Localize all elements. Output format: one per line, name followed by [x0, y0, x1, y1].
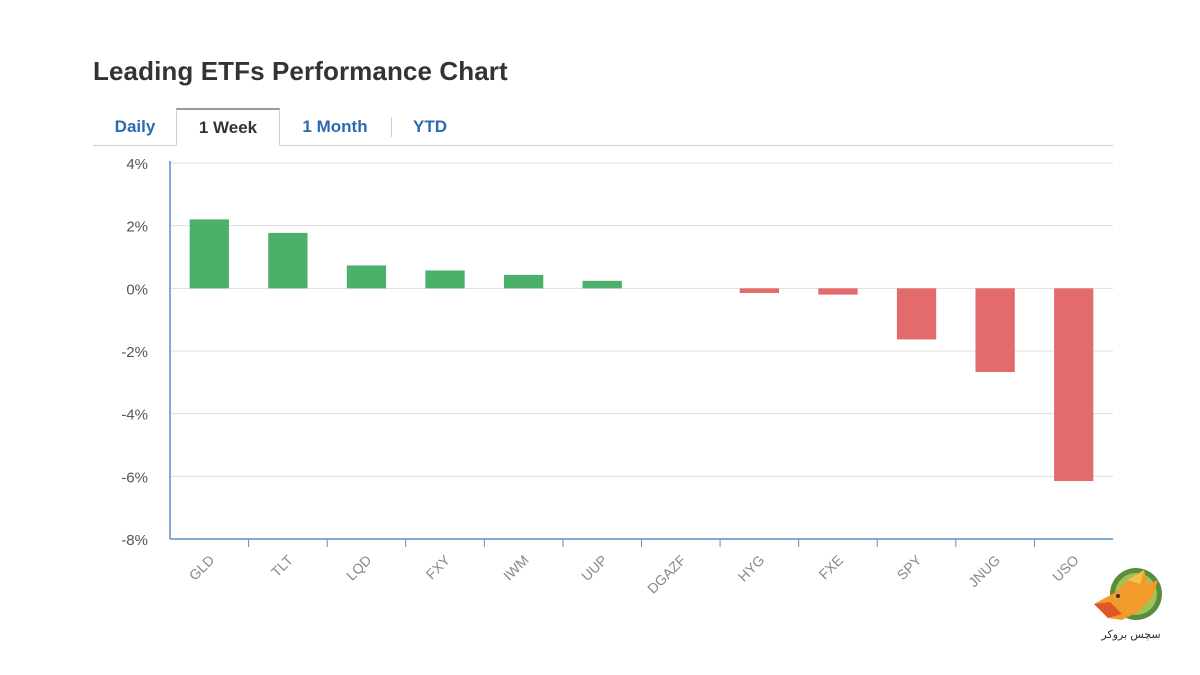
tab-1-month[interactable]: 1 Month: [302, 117, 368, 136]
bar-uup: [582, 280, 622, 289]
bar-hyg: [739, 288, 780, 294]
tab-separator: [391, 117, 392, 137]
bar-tlt: [268, 232, 308, 289]
period-tabs: Daily 1 Week 1 Month YTD: [93, 108, 1113, 146]
fox-logo-icon: [1094, 568, 1162, 620]
chart-title: Leading ETFs Performance Chart: [93, 56, 508, 86]
x-tick-label: FXE: [816, 552, 847, 583]
bar-fxy: [425, 270, 465, 289]
y-tick-label: -6%: [121, 469, 148, 486]
y-tick-label: 0%: [126, 281, 148, 298]
bar-uso: [1054, 288, 1094, 482]
bar-fxe: [818, 288, 858, 295]
watermark-text: سچس بروکر: [1101, 629, 1161, 641]
x-tick-label: IWM: [500, 552, 532, 584]
x-tick-label: SPY: [894, 551, 926, 583]
bar-lqd: [346, 265, 387, 289]
bar-gld: [189, 219, 229, 289]
bar-spy: [896, 288, 937, 340]
x-tick-label: HYG: [735, 552, 768, 585]
tab-ytd[interactable]: YTD: [413, 117, 447, 136]
x-tick-label: DGAZF: [644, 552, 689, 597]
x-tick-label: FXY: [423, 551, 454, 582]
x-tick-label: USO: [1049, 552, 1082, 585]
y-tick-label: -2%: [121, 344, 148, 361]
x-tick-label: LQD: [343, 552, 375, 584]
tab-1-week[interactable]: 1 Week: [176, 108, 280, 146]
x-tick-label: JNUG: [965, 552, 1003, 590]
y-tick-label: 4%: [126, 156, 148, 173]
bar-iwm: [503, 274, 544, 289]
bar-jnug: [975, 288, 1015, 372]
y-tick-label: -8%: [121, 532, 148, 549]
y-tick-label: 2%: [126, 219, 148, 236]
y-tick-label: -4%: [121, 407, 148, 424]
tab-daily[interactable]: Daily: [114, 117, 156, 136]
x-tick-label: UUP: [578, 552, 610, 584]
x-tick-label: TLT: [268, 551, 296, 579]
x-tick-label: GLD: [186, 552, 218, 584]
